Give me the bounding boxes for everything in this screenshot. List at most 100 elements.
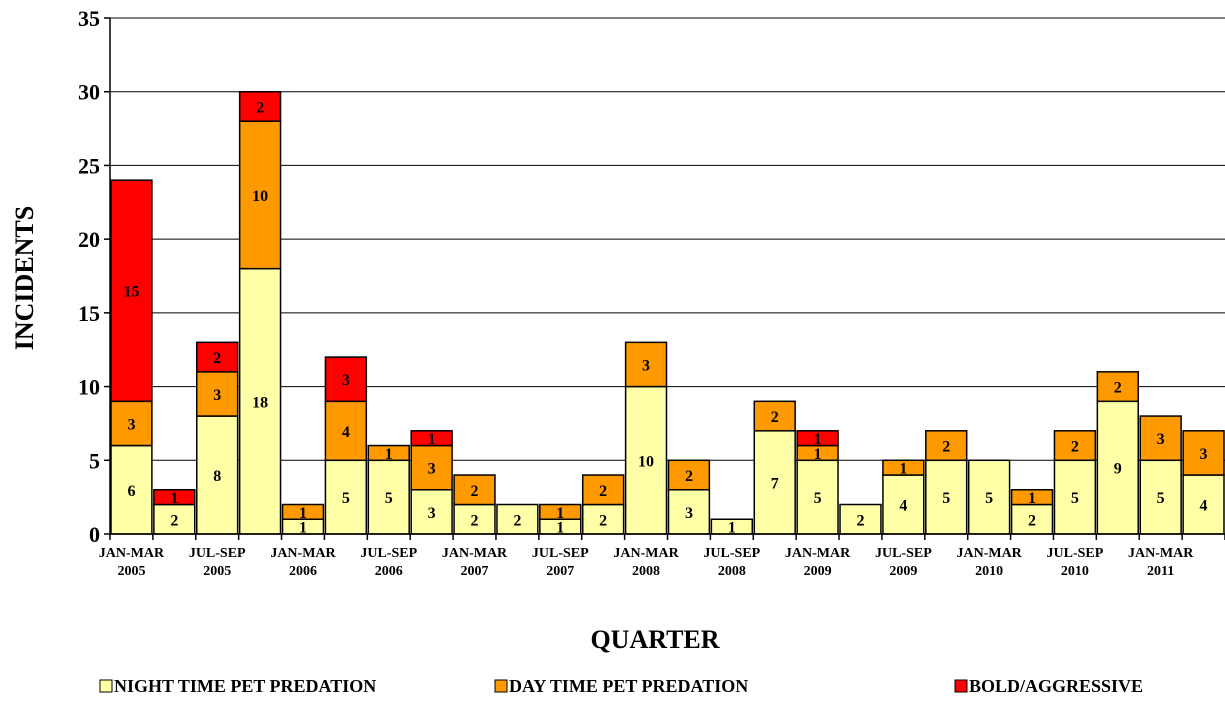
x-tick-label-line2: 2010: [975, 564, 1003, 579]
x-tick-label-line2: 2005: [117, 564, 145, 579]
bar-segment: [967, 459, 1011, 535]
bar-segment: [1010, 489, 1054, 506]
bar-segment: [1010, 503, 1054, 535]
data-label: 5: [385, 490, 393, 507]
x-tick-label-line1: JAN-MAR: [1128, 546, 1194, 561]
x-tick-labels: JAN-MAR 2005 JUL-SEP 2005 JAN-MAR 2006 JUL-SEP…: [99, 546, 1194, 579]
data-label: 3: [1157, 431, 1165, 448]
y-tick-labels: 0 5 10 15 20 25 30 35: [78, 6, 100, 547]
bar-segment: [410, 430, 453, 447]
x-tick-label-line2: 2011: [1147, 564, 1174, 579]
bar-segment: [324, 400, 368, 462]
bar-segment: [110, 400, 153, 447]
bar-segment: [453, 474, 496, 506]
data-label: 1: [556, 505, 564, 522]
bar-segment: [624, 341, 668, 388]
legend-swatch: [954, 679, 968, 693]
y-tick-label: 15: [78, 301, 100, 326]
bar-segment: [925, 430, 968, 462]
x-tick-label-line2: 2010: [1061, 564, 1089, 579]
data-label: 1: [814, 446, 822, 463]
x-tick-label-line2: 2008: [632, 564, 660, 579]
data-label: 5: [1071, 490, 1079, 507]
y-axis-title: INCIDENTS: [10, 206, 39, 351]
data-label: 1: [170, 490, 178, 507]
bar-segment: [796, 430, 839, 447]
x-tick-label-line1: JAN-MAR: [785, 546, 851, 561]
data-label: 3: [642, 357, 650, 374]
data-label: 3: [1200, 446, 1208, 463]
bar-segment: [925, 459, 968, 535]
bar-segment: [1096, 400, 1139, 535]
bar-segment: [196, 341, 239, 373]
data-label: 3: [685, 505, 693, 522]
x-tick-label-line1: JAN-MAR: [99, 546, 165, 561]
gridlines: [110, 17, 1225, 461]
data-label: 1: [899, 461, 907, 478]
x-tick-label-line2: 2007: [546, 564, 574, 579]
data-label: 1: [385, 446, 393, 463]
data-label: 2: [599, 512, 607, 529]
y-tick-label: 25: [78, 153, 100, 178]
bar-segment: [110, 179, 153, 403]
bar-segment: [839, 503, 882, 535]
data-label: 2: [942, 439, 950, 456]
legend-swatch: [494, 679, 508, 693]
bar-segment: [753, 400, 796, 432]
legend-label: BOLD/AGGRESSIVE: [969, 676, 1143, 696]
legend-label: NIGHT TIME PET PREDATION: [114, 676, 376, 696]
y-tick-label: 5: [89, 448, 100, 473]
x-tick-label-line2: 2009: [804, 564, 832, 579]
bar-segment: [581, 474, 625, 506]
data-label: 2: [1071, 439, 1079, 456]
data-label: 2: [256, 99, 264, 116]
data-label: 2: [685, 468, 693, 485]
data-label: 3: [127, 416, 135, 433]
data-label: 1: [299, 505, 307, 522]
data-label: 5: [985, 490, 993, 507]
x-tick-label-line1: JUL-SEP: [360, 546, 417, 561]
legend-label: DAY TIME PET PREDATION: [509, 676, 748, 696]
data-label: 8: [213, 468, 221, 485]
bar-segment: [667, 459, 711, 491]
data-label: 3: [342, 372, 350, 389]
x-tick-label-line2: 2007: [461, 564, 489, 579]
x-tick-label-line1: JAN-MAR: [956, 546, 1022, 561]
bar-segment: [1139, 459, 1182, 535]
data-label: 9: [1114, 461, 1122, 478]
bar-segment: [410, 444, 453, 491]
x-tick-label-line2: 2006: [375, 564, 403, 579]
x-tick-label-line2: 2009: [889, 564, 917, 579]
data-label: 1: [299, 520, 307, 537]
data-label: 1: [1028, 490, 1036, 507]
data-label: 1: [814, 431, 822, 448]
data-label: 1: [428, 431, 436, 448]
x-tick-label-line1: JUL-SEP: [703, 546, 760, 561]
bar-segment: [324, 459, 368, 535]
data-label: 3: [213, 387, 221, 404]
x-axis-title: QUARTER: [590, 625, 719, 654]
data-label: 5: [814, 490, 822, 507]
y-tick-label: 35: [78, 6, 100, 31]
x-tick-label-line1: JAN-MAR: [442, 546, 508, 561]
bar-segment: [1182, 430, 1225, 476]
bar-segment: [367, 444, 410, 462]
legend: NIGHT TIME PET PREDATION DAY TIME PET PRE…: [99, 676, 1143, 696]
y-tick-label: 30: [78, 80, 100, 105]
data-label: 3: [428, 461, 436, 478]
bar-segment: [1139, 415, 1182, 462]
x-tick-label-line1: JUL-SEP: [189, 546, 246, 561]
bar-segment: [1182, 474, 1225, 535]
y-tick-label: 20: [78, 227, 100, 252]
data-label: 2: [513, 512, 521, 529]
x-tick-label-line1: JUL-SEP: [875, 546, 932, 561]
bar-segment: [882, 459, 925, 476]
x-tick-label-line1: JAN-MAR: [270, 546, 336, 561]
data-label: 5: [942, 490, 950, 507]
data-label: 4: [899, 498, 907, 515]
x-tick-label-line2: 2005: [203, 564, 231, 579]
bar-segment: [238, 120, 282, 270]
data-label: 2: [771, 409, 779, 426]
